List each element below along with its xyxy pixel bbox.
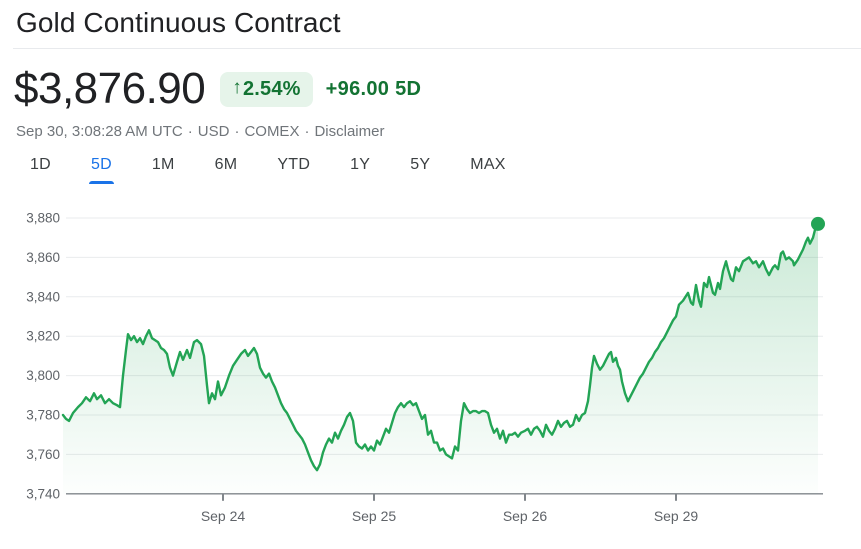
change-percent-badge: ↑ 2.54% (220, 71, 313, 107)
quote-timestamp: Sep 30, 3:08:28 AM UTC (16, 123, 183, 140)
separator-dot: · (304, 123, 310, 140)
range-tab-ytd[interactable]: YTD (277, 155, 310, 184)
range-tab-max[interactable]: MAX (470, 155, 505, 184)
y-tick-label: 3,760 (26, 447, 60, 462)
y-axis-labels: 3,880 3,860 3,840 3,820 3,800 3,780 3,760 3,740 (26, 211, 60, 502)
quote-exchange: COMEX (244, 123, 300, 140)
price-chart: 3,880 3,860 3,840 3,820 3,800 3,780 3,760 3,740… (0, 190, 861, 549)
arrow-up-icon: ↑ (232, 77, 242, 98)
endpoint-dot (811, 216, 825, 231)
line-chart-svg[interactable]: 3,880 3,860 3,840 3,820 3,800 3,780 3,760 3,740… (0, 190, 861, 549)
range-tab-1y[interactable]: 1Y (350, 155, 370, 184)
range-tabs: 1D 5D 1M 6M YTD 1Y 5Y MAX (30, 155, 861, 184)
range-tab-5d[interactable]: 5D (88, 155, 114, 184)
range-tab-6m[interactable]: 6M (215, 155, 238, 184)
area-fill (63, 223, 818, 494)
price-line (61, 222, 820, 472)
y-tick-label: 3,840 (26, 289, 60, 304)
quote-header: $3,876.90 ↑ 2.54% +96.00 5D (14, 65, 861, 113)
current-price: $3,876.90 (14, 64, 206, 113)
disclaimer-link[interactable]: Disclaimer (314, 123, 385, 140)
quote-meta: Sep 30, 3:08:28 AM UTC · USD · COMEX · Disclai… (16, 123, 861, 141)
y-tick-label: 3,800 (26, 368, 60, 383)
y-tick-label: 3,860 (26, 250, 60, 265)
range-tab-1m[interactable]: 1M (152, 155, 175, 184)
separator-dot: · (187, 123, 193, 140)
range-tab-5y[interactable]: 5Y (410, 155, 430, 184)
y-tick-label: 3,880 (26, 211, 60, 226)
page-title: Gold Continuous Contract (16, 7, 341, 38)
y-tick-label: 3,820 (26, 329, 60, 344)
quote-currency: USD (197, 123, 230, 140)
x-tick-label: Sep 24 (201, 508, 246, 524)
range-tab-1d[interactable]: 1D (30, 155, 51, 184)
change-period: 5D (395, 77, 422, 100)
x-tick-label: Sep 29 (654, 508, 699, 524)
x-axis: Sep 24 Sep 25 Sep 26 Sep 29 (201, 493, 699, 524)
y-tick-label: 3,780 (26, 408, 60, 423)
x-tick-label: Sep 25 (352, 508, 397, 524)
change-percent: 2.54% (242, 77, 301, 100)
change-absolute: +96.00 5D (325, 77, 422, 100)
separator-dot: · (234, 123, 240, 140)
y-tick-label: 3,740 (26, 486, 60, 501)
x-tick-label: Sep 26 (503, 508, 548, 524)
header-divider (13, 48, 861, 49)
